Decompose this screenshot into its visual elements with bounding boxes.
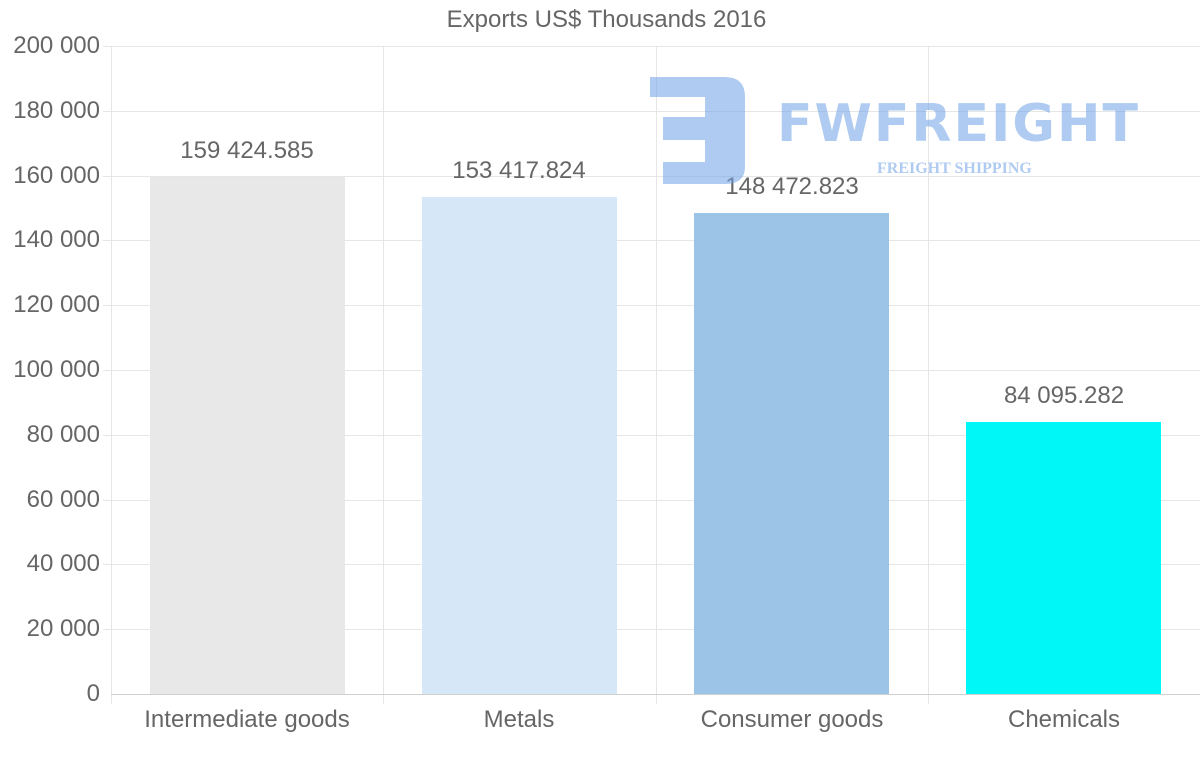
x-tick-label: Chemicals (1007, 706, 1121, 733)
vertical-gridline (111, 46, 112, 704)
horizontal-gridline (103, 46, 1200, 47)
horizontal-gridline (103, 629, 1200, 630)
bar-consumer-goods[interactable] (694, 212, 889, 694)
x-tick-label: Consumer goods (700, 706, 884, 733)
y-tick-label: 180 000 (13, 97, 100, 124)
y-tick-label: 0 (86, 680, 100, 707)
y-tick-label: 80 000 (26, 421, 100, 448)
horizontal-gridline (103, 240, 1200, 241)
bar-metals[interactable] (422, 196, 617, 694)
vertical-gridline (656, 46, 657, 704)
y-tick-label: 100 000 (13, 356, 100, 383)
y-tick-label: 160 000 (13, 162, 100, 189)
horizontal-gridline (103, 111, 1200, 112)
plot-area: 200 000 180 000 160 000 140 000 120 000 100 0… (13, 34, 1200, 733)
x-tick-label: Metals (483, 706, 555, 733)
bar-value-label: 148 472.823 (725, 172, 859, 200)
x-axis-line (111, 694, 1200, 695)
vertical-gridline (383, 46, 384, 704)
bar-value-label: 84 095.282 (1003, 381, 1125, 409)
y-tick-label: 140 000 (13, 226, 100, 253)
bar-intermediate-goods[interactable] (150, 177, 345, 694)
horizontal-gridline (103, 305, 1200, 306)
horizontal-gridline (103, 564, 1200, 565)
horizontal-gridline (103, 435, 1200, 436)
y-tick-label: 20 000 (26, 615, 100, 642)
horizontal-gridline (103, 370, 1200, 371)
y-tick-label: 40 000 (26, 550, 100, 577)
chart-title: Exports US$ Thousands 2016 (446, 6, 767, 33)
vertical-gridline (928, 46, 929, 704)
y-tick-label: 200 000 (13, 32, 100, 59)
bar-value-label: 159 424.585 (180, 137, 314, 165)
y-tick-label: 120 000 (13, 291, 100, 318)
y-tick-label: 60 000 (26, 486, 100, 513)
bar-value-label: 153 417.824 (452, 156, 586, 184)
x-tick-label: Intermediate goods (144, 706, 350, 733)
bar-chemicals[interactable] (966, 421, 1161, 694)
horizontal-gridline (103, 500, 1200, 501)
